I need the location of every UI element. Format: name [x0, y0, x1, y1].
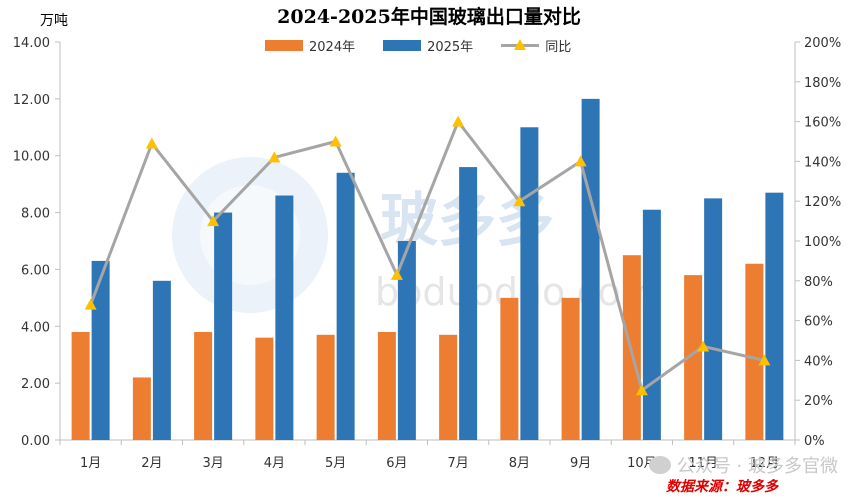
axes — [55, 41, 800, 445]
legend-line-yoy — [501, 38, 540, 52]
x-tick-label: 3月 — [202, 456, 223, 471]
y-left-tick-label: 2.00 — [21, 377, 50, 392]
x-tick-label: 2月 — [141, 456, 162, 471]
y-right-tick-label: 60% — [804, 315, 833, 330]
y-right-tick-label: 40% — [804, 354, 833, 369]
x-tick-label: 7月 — [447, 456, 468, 471]
wechat-text: 公众号 · 玻多多官微 — [676, 456, 838, 477]
bar-2024 — [439, 334, 458, 440]
yoy-point — [574, 155, 587, 167]
bar-2025 — [91, 260, 110, 440]
bar-2024 — [561, 297, 580, 440]
x-tick-label: 6月 — [386, 456, 407, 471]
y-right-tick-label: 0% — [804, 434, 825, 449]
legend-swatch-2025 — [383, 39, 422, 51]
y-right-tick-label: 100% — [804, 235, 841, 250]
y-axis-unit: 万吨 — [40, 13, 68, 29]
legend-label-2024: 2024年 — [309, 39, 356, 55]
legend-label-2025: 2025年 — [427, 39, 474, 55]
bar-2025 — [214, 212, 233, 440]
y-left-tick-label: 8.00 — [21, 207, 50, 222]
bar-2024 — [71, 331, 90, 440]
chart-title: 2024-2025年中国玻璃出口量对比 — [277, 6, 581, 28]
y-right-tick-label: 200% — [804, 36, 841, 51]
bar-2025 — [581, 98, 600, 440]
y-right-tick-label: 160% — [804, 116, 841, 131]
bar-2024 — [132, 377, 151, 440]
yoy-point — [452, 115, 465, 127]
bar-2025 — [765, 192, 784, 440]
x-tick-label: 8月 — [509, 456, 530, 471]
x-tick-label: 4月 — [264, 456, 285, 471]
legend-item-2025: 2025年 — [383, 36, 473, 55]
legend-item-2024: 2024年 — [265, 36, 355, 55]
wechat-watermark: 公众号 · 玻多多官微 — [648, 452, 838, 478]
bar-2024 — [316, 334, 335, 440]
y-right-tick-label: 120% — [804, 195, 841, 210]
y-left-tick-label: 14.00 — [13, 36, 50, 51]
yoy-point — [329, 135, 342, 147]
bar-2025 — [704, 198, 723, 440]
yoy-point — [635, 384, 648, 396]
yoy-line-series — [84, 115, 771, 396]
bar-2025 — [520, 127, 539, 441]
x-tick-label: 5月 — [325, 456, 346, 471]
legend-label-yoy: 同比 — [545, 39, 572, 55]
y-left-tick-label: 0.00 — [21, 434, 50, 449]
yoy-point — [513, 195, 526, 207]
legend-swatch-2024 — [265, 39, 303, 51]
bar-2024 — [745, 263, 764, 440]
yoy-point — [758, 354, 771, 366]
x-tick-label: 9月 — [570, 456, 591, 471]
x-tick-label: 12月 — [750, 456, 780, 471]
yoy-point — [390, 268, 403, 280]
legend-item-yoy: 同比 — [501, 36, 571, 55]
bar-2025 — [397, 241, 416, 440]
tick-labels: 0.00 2.00 4.00 6.00 8.00 10.00 12.00 14.00 0% 20%… — [13, 36, 841, 471]
y-right-tick-label: 80% — [804, 275, 833, 290]
yoy-point — [268, 151, 281, 163]
y-left-tick-label: 12.00 — [13, 93, 50, 108]
yoy-point — [145, 137, 158, 149]
bar-2025 — [336, 172, 355, 440]
y-right-tick-label: 20% — [804, 394, 833, 409]
bar-2024 — [194, 331, 213, 440]
bar-2025 — [275, 195, 294, 440]
yoy-line — [89, 120, 765, 392]
yoy-point — [207, 215, 220, 227]
bar-2024 — [500, 297, 519, 440]
bar-2024 — [684, 275, 703, 440]
legend: 2024年 2025年 同比 — [265, 35, 599, 55]
bar-2025 — [459, 167, 478, 441]
bar-2025 — [152, 280, 171, 440]
yoy-point — [84, 298, 97, 310]
y-right-tick-label: 140% — [804, 155, 841, 170]
x-tick-label: 1月 — [80, 456, 101, 471]
bar-2024 — [377, 331, 396, 440]
y-left-tick-label: 4.00 — [21, 320, 50, 335]
bar-2024 — [255, 337, 274, 440]
x-tick-label: 11月 — [688, 456, 718, 471]
bar-2025 — [642, 209, 661, 440]
data-source: 数据来源：玻多多 — [666, 479, 778, 495]
yoy-point — [697, 340, 710, 352]
y-left-tick-label: 6.00 — [21, 263, 50, 278]
y-right-tick-label: 180% — [804, 76, 841, 91]
wechat-icon — [648, 456, 671, 474]
y-left-tick-label: 10.00 — [13, 150, 50, 165]
